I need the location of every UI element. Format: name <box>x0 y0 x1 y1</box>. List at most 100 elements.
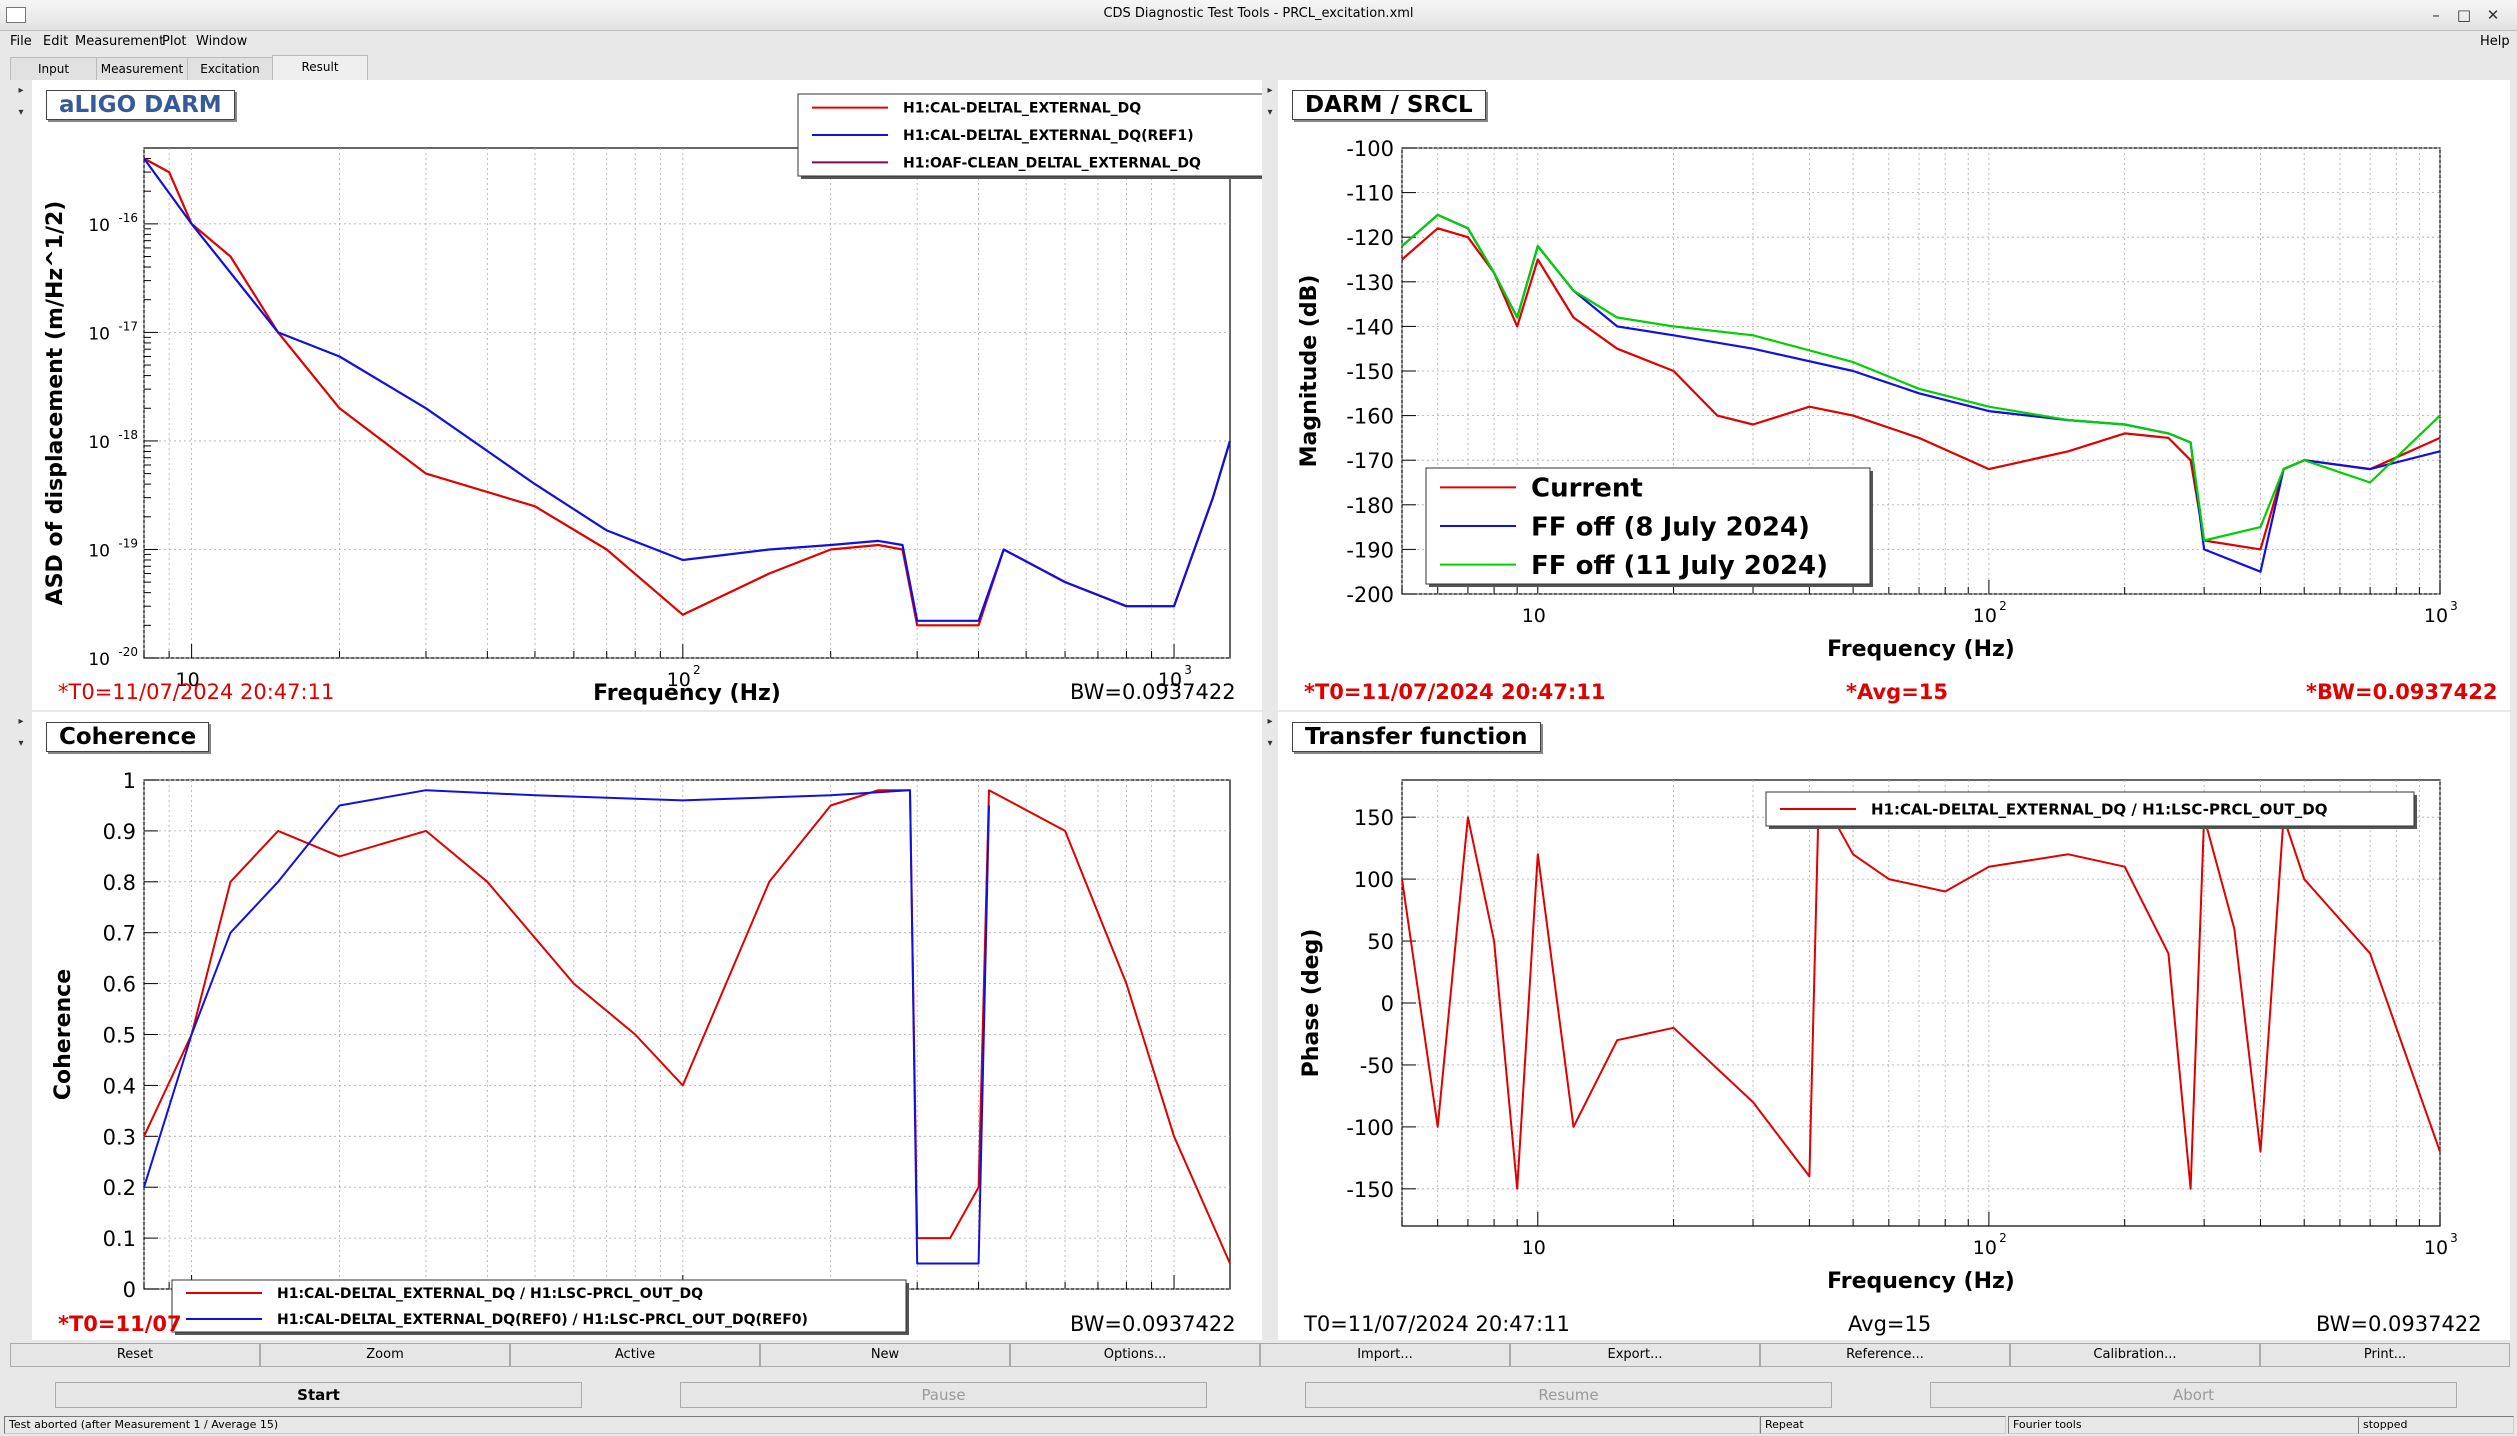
start-button[interactable]: Start <box>55 1382 582 1408</box>
panel-title: DARM / SRCL <box>1292 90 1486 120</box>
coherence-plot-panel[interactable]: 0 0.1 0.2 0.3 0.4 0.5 0.6 0.7 0.8 0.9 1 Coherence H1… <box>32 712 1262 1340</box>
export-button[interactable]: Export... <box>1510 1343 1760 1367</box>
status-message: Test aborted (after Measurement 1 / Aver… <box>4 1416 1760 1434</box>
tab-measurement[interactable]: Measurement <box>96 57 188 80</box>
window-title: CDS Diagnostic Test Tools - PRCL_excitat… <box>1103 6 1414 21</box>
x-axis-label: Frequency (Hz) <box>593 681 781 706</box>
y-tick-label: -140 <box>1346 315 1394 339</box>
y-tick-label: -200 <box>1346 583 1394 607</box>
plot-button-row: Reset Zoom Active New Options... Import.… <box>10 1343 2510 1367</box>
darm-plot-panel[interactable]: 10 -20 10 -19 10 -18 10 -17 10 -16 10 10 2 10 3 Frequen… <box>32 80 1262 710</box>
y-tick-exponent: -17 <box>118 319 138 333</box>
pad-expand-icon[interactable]: ▸ <box>18 716 24 727</box>
y-axis-label: ASD of displacement (m/Hz^1/2) <box>43 201 68 606</box>
series-line-0 <box>1401 227 2441 551</box>
t0-label: *T0=11/07 <box>58 1312 182 1336</box>
status-state: stopped <box>2358 1416 2514 1434</box>
y-tick-label: 0.8 <box>103 871 136 895</box>
calibration-button[interactable]: Calibration... <box>2010 1343 2260 1367</box>
tab-excitation[interactable]: Excitation <box>187 57 273 80</box>
legend-entry: H1:CAL-DELTAL_EXTERNAL_DQ(REF0) / H1:LSC… <box>277 1312 808 1328</box>
darm-srcl-chart[interactable]: -200 -190 -180 -170 -160 -150 -140 -130 -120 -110… <box>1278 80 2510 710</box>
y-tick-label: -150 <box>1346 360 1394 384</box>
x-tick-label: 10 <box>2424 605 2448 627</box>
y-tick-label: 0.3 <box>103 1125 136 1149</box>
avg-label: *Avg=15 <box>1846 680 1949 704</box>
y-tick-label: -190 <box>1346 538 1394 562</box>
status-fourier: Fourier tools <box>2008 1416 2359 1434</box>
menu-measurement[interactable]: Measurement <box>75 34 165 49</box>
maximize-icon[interactable]: □ <box>2456 6 2472 24</box>
y-tick-label: 10 <box>88 216 110 236</box>
menu-help[interactable]: Help <box>2480 34 2510 49</box>
x-tick-label: 10 <box>2424 1237 2448 1259</box>
pad-option-icon[interactable]: ▾ <box>18 738 24 749</box>
resume-button[interactable]: Resume <box>1305 1382 1832 1408</box>
pad-expand-icon[interactable]: ▸ <box>1267 716 1273 727</box>
tf-legend <box>1765 791 2415 827</box>
bw-label: BW=0.0937422 <box>1070 680 1236 704</box>
app-icon <box>6 7 26 23</box>
menu-plot[interactable]: Plot <box>162 34 187 49</box>
pad-option-icon[interactable]: ▾ <box>1267 738 1273 749</box>
y-tick-label: 0.2 <box>103 1176 136 1200</box>
y-tick-exponent: -16 <box>118 211 138 225</box>
reference-button[interactable]: Reference... <box>1760 1343 2010 1367</box>
x-tick-exponent: 2 <box>1999 599 2007 613</box>
x-tick-exponent: 2 <box>1999 1231 2007 1245</box>
panel-title: Transfer function <box>1292 722 1541 752</box>
coherence-chart[interactable]: 0 0.1 0.2 0.3 0.4 0.5 0.6 0.7 0.8 0.9 1 Coherence H1… <box>32 712 1262 1340</box>
abort-button[interactable]: Abort <box>1930 1382 2457 1408</box>
y-tick-exponent: -18 <box>118 428 138 442</box>
options-button[interactable]: Options... <box>1010 1343 1260 1367</box>
menu-file[interactable]: File <box>10 34 32 49</box>
y-tick-label: 0.9 <box>103 820 136 844</box>
y-tick-label: -50 <box>1360 1054 1394 1078</box>
x-tick-label: 10 <box>1522 1237 1546 1259</box>
pad-expand-icon[interactable]: ▸ <box>18 85 24 96</box>
srcl-plot-panel[interactable]: -200 -190 -180 -170 -160 -150 -140 -130 -120 -110… <box>1278 80 2510 710</box>
x-tick-label: 10 <box>176 669 200 691</box>
minimize-icon[interactable]: – <box>2432 6 2440 24</box>
y-tick-label: 100 <box>1354 868 1394 892</box>
import-button[interactable]: Import... <box>1260 1343 1510 1367</box>
pad-expand-icon[interactable]: ▸ <box>1267 85 1273 96</box>
pause-button[interactable]: Pause <box>680 1382 1207 1408</box>
x-tick-exponent: 3 <box>1184 663 1192 677</box>
active-button[interactable]: Active <box>510 1343 760 1367</box>
transfer-function-panel[interactable]: -150 -100 -50 0 50 100 150 10 10 2 10 3 Frequency (H… <box>1278 712 2510 1340</box>
x-tick-label: 10 <box>1522 605 1546 627</box>
series-line-1 <box>143 789 990 1265</box>
y-tick-label: 10 <box>88 433 110 453</box>
zoom-button[interactable]: Zoom <box>260 1343 510 1367</box>
series-line-2 <box>1401 213 2441 542</box>
tab-result[interactable]: Result <box>272 55 368 80</box>
legend-entry: H1:OAF-CLEAN_DELTAL_EXTERNAL_DQ <box>903 155 1201 171</box>
pad-option-icon[interactable]: ▾ <box>1267 107 1273 118</box>
y-tick-label: 0 <box>123 1278 136 1302</box>
y-axis-label: Magnitude (dB) <box>1297 275 1322 468</box>
close-icon[interactable]: ✕ <box>2486 6 2500 24</box>
print-button[interactable]: Print... <box>2260 1343 2510 1367</box>
legend-entry: H1:CAL-DELTAL_EXTERNAL_DQ / H1:LSC-PRCL_… <box>277 1286 703 1302</box>
x-tick-exponent: 3 <box>2450 1231 2458 1245</box>
y-tick-label: -130 <box>1346 271 1394 295</box>
reset-button[interactable]: Reset <box>10 1343 260 1367</box>
tab-input[interactable]: Input <box>10 57 97 80</box>
menu-window[interactable]: Window <box>196 34 248 49</box>
new-button[interactable]: New <box>760 1343 1010 1367</box>
x-tick-label: 10 <box>1158 669 1182 691</box>
y-tick-label: 0.1 <box>103 1227 136 1251</box>
measurement-control-row: Start Pause Resume Abort <box>10 1382 2510 1408</box>
bw-label: *BW=0.0937422 <box>2306 680 2498 704</box>
menu-edit[interactable]: Edit <box>43 34 69 49</box>
pad-option-icon[interactable]: ▾ <box>18 107 24 118</box>
x-tick-label: 10 <box>1973 605 1997 627</box>
tab-bar: Input Measurement Excitation Result <box>0 55 2517 81</box>
bw-label: BW=0.0937422 <box>2316 1312 2482 1336</box>
y-tick-label: -150 <box>1346 1178 1394 1202</box>
legend-entry: H1:CAL-DELTAL_EXTERNAL_DQ(REF1) <box>903 128 1194 144</box>
y-tick-label: 150 <box>1354 806 1394 830</box>
